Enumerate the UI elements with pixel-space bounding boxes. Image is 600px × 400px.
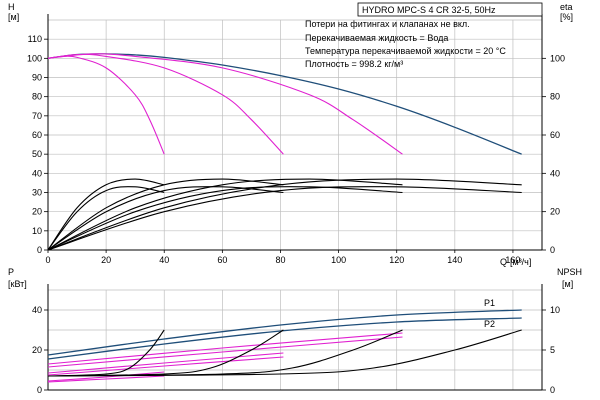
y-tick-label: 60: [32, 130, 42, 140]
power-axis-label: P: [8, 267, 14, 277]
power-series-7: [47, 336, 403, 368]
y-tick-label: 90: [32, 73, 42, 83]
power-series-6: [47, 356, 284, 376]
y2-tick-label: 40: [550, 168, 560, 178]
x-tick-label: 160: [505, 255, 520, 265]
y-tick-label: 10: [32, 226, 42, 236]
head-series-3: [47, 53, 403, 155]
x-tick-label: 100: [331, 255, 346, 265]
y-tick-label: 20: [32, 345, 42, 355]
x-tick-label: 40: [159, 255, 169, 265]
y-tick-label: 100: [27, 53, 42, 63]
y-tick-label: 40: [32, 168, 42, 178]
x-tick-label: 60: [217, 255, 227, 265]
y2-tick-label: 100: [550, 53, 565, 63]
y-tick-label: 50: [32, 149, 42, 159]
flow-axis-label: Q: [500, 257, 507, 267]
head-series-8: [47, 186, 165, 251]
y2-tick-label: 20: [550, 207, 560, 217]
x-tick-label: 80: [275, 255, 285, 265]
y2-tick-label: 60: [550, 130, 560, 140]
head-series-5: [47, 178, 284, 251]
power-series-3: [47, 352, 284, 374]
y-tick-label: 0: [37, 245, 42, 255]
y2-tick-label: 80: [550, 92, 560, 102]
info-line-2: Перекачиваемая жидкость = Вода: [305, 33, 448, 43]
title-box: [357, 2, 543, 17]
flow-axis-unit: [м³/ч]: [510, 257, 531, 267]
x-tick-label: 0: [45, 255, 50, 265]
x-tick-label: 140: [447, 255, 462, 265]
y2-tick-label: 10: [550, 305, 560, 315]
power-series-5: [47, 375, 165, 383]
head-axis-unit: [м]: [8, 12, 19, 22]
y-tick-label: 0: [37, 385, 42, 395]
y2-tick-label: 0: [550, 385, 555, 395]
power-series-2: [47, 371, 165, 382]
y-tick-label: 80: [32, 92, 42, 102]
y-tick-label: 110: [28, 34, 42, 44]
y-tick-label: 30: [32, 188, 42, 198]
power-axis-unit: [кВт]: [8, 279, 27, 289]
info-line-1: Потери на фитингах и клапанах не вкл.: [305, 19, 470, 29]
head-axis-label: H: [8, 2, 15, 12]
power-series-1: [47, 317, 522, 360]
head-series-11: [47, 186, 522, 251]
y-tick-label: 40: [32, 305, 42, 315]
power-series-4: [47, 332, 403, 365]
chart-title: HYDRO MPC-S 4 CR 32-5, 50Hz: [362, 5, 496, 15]
series-label-p1: P1: [484, 298, 495, 308]
y-tick-label: 70: [32, 111, 42, 121]
info-line-4: Плотность = 998.2 кг/м³: [305, 59, 403, 69]
x-tick-label: 120: [389, 255, 404, 265]
head-series-9: [47, 186, 284, 251]
y2-tick-label: 0: [550, 245, 555, 255]
grid-lines: [47, 19, 542, 391]
axes: [44, 14, 546, 391]
info-line-3: Температура перекачиваемой жидкости = 20…: [305, 46, 506, 56]
y-tick-label: 20: [32, 207, 42, 217]
npsh-axis-label: NPSH: [557, 267, 582, 277]
series-label-p2: P2: [484, 319, 495, 329]
head-series-10: [47, 186, 403, 251]
eta-axis-label: eta: [560, 2, 573, 12]
head-series-4: [47, 178, 165, 251]
series-lines: [47, 53, 522, 383]
npsh-axis-unit: [м]: [562, 279, 573, 289]
x-tick-label: 20: [101, 255, 111, 265]
power-series-0: [47, 309, 522, 356]
eta-axis-unit: [%]: [560, 12, 573, 22]
head-series-7: [47, 178, 522, 251]
power-series-8: [47, 329, 165, 377]
head-series-0: [47, 53, 522, 155]
power-series-11: [47, 329, 522, 377]
y2-tick-label: 5: [550, 345, 555, 355]
